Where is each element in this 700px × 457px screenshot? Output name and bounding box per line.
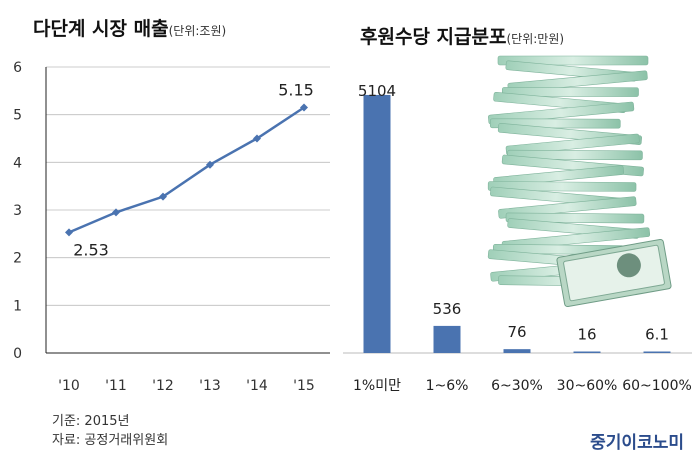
- money-stack-illustration: [487, 55, 672, 308]
- bar-category-label: 1~6%: [426, 378, 469, 394]
- line-y-tick-label: 4: [13, 155, 22, 171]
- bar-category-label: 1%미만: [353, 378, 401, 394]
- line-point: [206, 160, 214, 169]
- bar-chart-unit: (단위:만원): [506, 32, 565, 46]
- footnote-basis: 기준: 2015년: [52, 414, 130, 429]
- bar-series: [363, 94, 671, 353]
- bar-value-labels: 5104 536 76 16 6.1: [358, 82, 669, 344]
- bar-category-label: 6~30%: [491, 378, 543, 394]
- money-bundle: [487, 181, 637, 192]
- line-points: [65, 103, 308, 237]
- line-x-tick-label: '12: [152, 378, 174, 394]
- line-data-label: 5.15: [278, 81, 314, 100]
- money-bundle: [507, 149, 643, 161]
- bar-value-label: 536: [433, 300, 462, 318]
- footnote-source: 자료: 공정거래위원회: [52, 433, 169, 448]
- bar-value-label: 16: [577, 326, 596, 344]
- line-point: [253, 134, 261, 143]
- money-bundle: [488, 101, 635, 125]
- money-bundle: [501, 87, 639, 97]
- brand-logo: 중기이코노미: [590, 433, 684, 453]
- line-chart-x-ticks: '10 '11 '12 '13 '14 '15: [58, 378, 315, 394]
- line-x-tick-label: '11: [105, 378, 127, 394]
- line-chart-y-ticks: 0 1 2 3 4 5 6: [13, 60, 22, 362]
- bar: [503, 349, 531, 353]
- money-bundle: [505, 212, 645, 224]
- bar: [643, 351, 671, 353]
- bar: [363, 94, 391, 353]
- line-point: [65, 228, 73, 237]
- banknote-icon: [556, 238, 672, 308]
- bar-chart-title-text: 후원수당 지급분포: [360, 26, 507, 48]
- line-point: [159, 192, 167, 201]
- bar-category-label: 30~60%: [557, 378, 618, 394]
- bar-value-label: 6.1: [645, 326, 669, 344]
- line-data-label: 2.53: [73, 240, 109, 259]
- line-y-tick-label: 1: [13, 298, 22, 314]
- line-series: [68, 106, 305, 234]
- line-point: [300, 103, 308, 112]
- bar-category-labels: 1%미만 1~6% 6~30% 30~60% 60~100%: [353, 378, 692, 394]
- bar: [573, 351, 601, 353]
- money-bundle: [505, 133, 640, 156]
- line-x-tick-label: '13: [199, 378, 221, 394]
- line-data-labels: 2.53 5.15: [73, 81, 314, 260]
- bar-value-label: 5104: [358, 82, 396, 100]
- bar-category-label: 60~100%: [622, 378, 692, 394]
- line-y-tick-label: 0: [13, 346, 22, 362]
- bar: [433, 325, 461, 353]
- line-x-tick-label: '10: [58, 378, 80, 394]
- line-chart-title-text: 다단계 시장 매출: [33, 18, 169, 40]
- line-x-tick-label: '15: [293, 378, 315, 394]
- bar-value-label: 76: [507, 323, 526, 341]
- bar-chart-title: 후원수당 지급분포(단위:만원): [360, 22, 564, 49]
- line-point: [112, 208, 120, 217]
- line-chart-title: 다단계 시장 매출(단위:조원): [33, 14, 226, 41]
- money-bundle: [497, 55, 649, 66]
- line-y-tick-label: 2: [13, 251, 22, 267]
- line-chart-unit: (단위:조원): [168, 24, 227, 38]
- line-y-tick-label: 3: [13, 203, 22, 219]
- line-y-tick-label: 6: [13, 60, 22, 76]
- line-chart-grid: [45, 66, 330, 354]
- line-y-tick-label: 5: [13, 108, 22, 124]
- line-x-tick-label: '14: [246, 378, 268, 394]
